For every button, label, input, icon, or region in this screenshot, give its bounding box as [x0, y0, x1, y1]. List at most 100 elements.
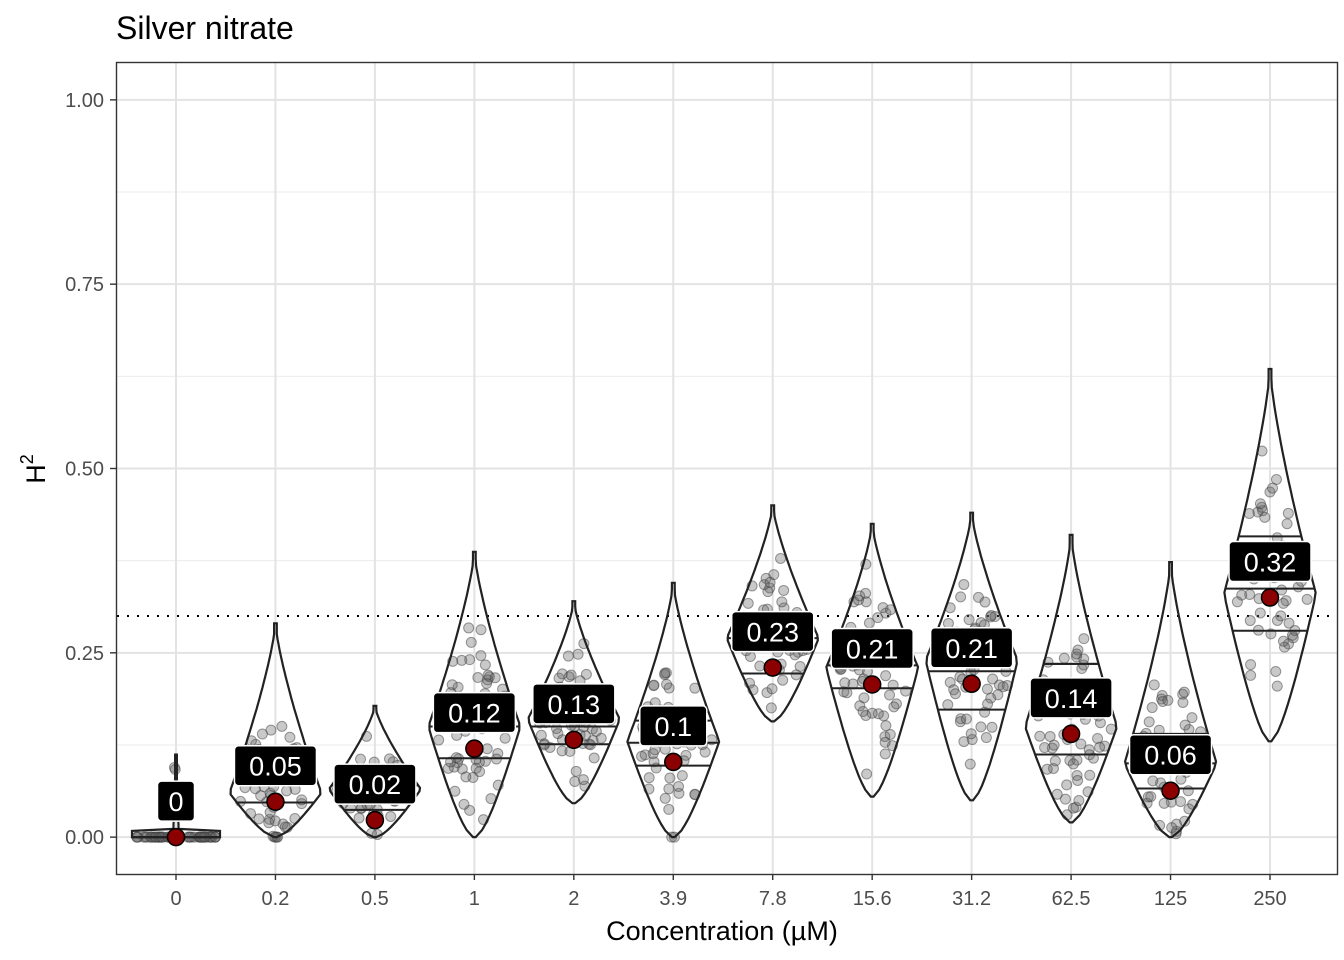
data-point	[1071, 648, 1083, 660]
data-point	[1166, 822, 1178, 834]
violin-outline	[1223, 367, 1317, 743]
data-point	[742, 597, 754, 609]
data-point	[590, 725, 602, 737]
data-point	[442, 762, 454, 774]
data-point	[1186, 712, 1198, 724]
data-point	[758, 579, 770, 591]
y-tick-label: 0.50	[65, 459, 104, 481]
data-point	[659, 792, 671, 804]
data-point	[1034, 730, 1046, 742]
mean-point	[564, 730, 584, 750]
mean-label-box	[333, 763, 417, 805]
data-point	[992, 689, 1004, 701]
mean-label: 0.14	[1029, 677, 1113, 719]
data-point	[854, 590, 866, 602]
mean-label: 0.21	[830, 627, 914, 670]
data-point	[975, 721, 987, 733]
x-tick-label: 62.5	[1052, 888, 1091, 910]
data-point	[860, 710, 872, 722]
data-point	[872, 612, 884, 624]
data-point	[256, 728, 268, 740]
data-point	[1049, 755, 1061, 767]
data-point	[643, 772, 655, 784]
data-point	[1145, 791, 1157, 803]
data-point	[1275, 610, 1287, 622]
mean-point	[1260, 588, 1280, 607]
data-point	[1162, 694, 1174, 706]
data-point	[790, 669, 802, 681]
data-point	[1059, 793, 1071, 805]
data-point	[776, 596, 788, 608]
data-point	[960, 713, 972, 725]
data-point	[648, 679, 660, 691]
data-point	[269, 815, 281, 827]
data-point	[1244, 615, 1256, 627]
violin-outline	[925, 511, 1018, 802]
violin-outline	[428, 550, 521, 839]
data-point	[1254, 498, 1266, 510]
data-point	[556, 668, 568, 680]
data-point	[664, 772, 676, 784]
data-point	[1067, 758, 1079, 770]
data-point	[1277, 597, 1289, 609]
data-point	[1282, 507, 1294, 519]
data-point	[648, 756, 660, 768]
data-point	[1177, 696, 1189, 708]
data-point	[1158, 797, 1170, 809]
x-tick-label: 15.6	[853, 888, 892, 910]
mean-label-box	[639, 705, 708, 747]
mean-label-box	[929, 627, 1014, 669]
mean-label-text: 0.05	[249, 752, 302, 782]
data-point	[569, 775, 581, 787]
data-point	[942, 617, 954, 629]
data-point	[954, 716, 966, 728]
data-point	[699, 746, 711, 758]
data-point	[1058, 652, 1070, 664]
data-point	[1084, 769, 1096, 781]
data-point	[1143, 716, 1155, 728]
data-point	[1276, 584, 1288, 596]
mean-label: 0.06	[1128, 733, 1213, 776]
y-tick-label: 0.00	[65, 827, 104, 849]
data-point	[964, 758, 976, 770]
mean-label: 0.13	[532, 683, 616, 725]
data-point	[1270, 665, 1282, 677]
data-point	[778, 584, 790, 596]
x-axis: 0 0.2 0.5 1 2 3.9 7.8 15.6 31.2 62.5 125 250	[170, 874, 1287, 910]
data-point	[949, 688, 961, 700]
mean-label-box	[532, 683, 616, 725]
data-point	[1078, 633, 1090, 645]
data-point	[284, 731, 296, 743]
data-point	[587, 734, 599, 746]
data-point	[673, 780, 685, 792]
data-point	[456, 654, 468, 666]
x-tick-label: 2	[568, 888, 579, 910]
mean-point	[962, 674, 981, 694]
data-point	[1148, 679, 1160, 691]
data-point	[383, 753, 395, 765]
data-point	[965, 728, 977, 740]
mean-label-text: 0.13	[548, 690, 601, 720]
data-point	[861, 768, 873, 780]
mean-label-box	[432, 691, 517, 734]
data-point	[765, 702, 777, 714]
x-tick-label: 250	[1253, 888, 1286, 910]
data-point	[880, 720, 892, 732]
mean-point	[266, 792, 285, 811]
data-point	[353, 812, 365, 824]
data-point	[472, 672, 484, 684]
data-point	[775, 552, 787, 564]
x-axis-title: Concentration (µM)	[606, 916, 838, 946]
data-point	[777, 674, 789, 686]
x-tick-label: 3.9	[659, 888, 687, 910]
y-axis-title-base: H	[21, 464, 51, 484]
data-point	[986, 721, 998, 733]
mean-label-text: 0.32	[1244, 548, 1297, 578]
violin-outline	[726, 504, 819, 723]
y-tick-label: 1.00	[65, 90, 104, 112]
data-point	[860, 587, 872, 599]
mean-label-text: 0.23	[746, 618, 799, 648]
data-point	[1061, 779, 1073, 791]
y-axis-title: H2	[17, 454, 51, 484]
